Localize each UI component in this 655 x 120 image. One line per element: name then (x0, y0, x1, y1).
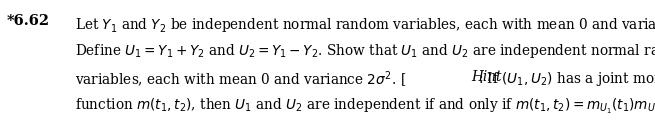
Text: *6.62: *6.62 (7, 14, 50, 28)
Text: Define $U_1 = Y_1 + Y_2$ and $U_2 = Y_1 - Y_2$. Show that $U_1$ and $U_2$ are in: Define $U_1 = Y_1 + Y_2$ and $U_2 = Y_1 … (75, 42, 655, 60)
Text: Let $Y_1$ and $Y_2$ be independent normal random variables, each with mean 0 and: Let $Y_1$ and $Y_2$ be independent norma… (75, 14, 655, 36)
Text: function $m(t_1, t_2)$, then $U_1$ and $U_2$ are independent if and only if $m(t: function $m(t_1, t_2)$, then $U_1$ and $… (75, 97, 655, 116)
Text: variables, each with mean 0 and variance $2\sigma^2$. [: variables, each with mean 0 and variance… (75, 70, 407, 90)
Text: Hint: Hint (472, 70, 502, 84)
Text: : If $(U_1, U_2)$ has a joint moment-generating: : If $(U_1, U_2)$ has a joint moment-gen… (477, 70, 655, 88)
